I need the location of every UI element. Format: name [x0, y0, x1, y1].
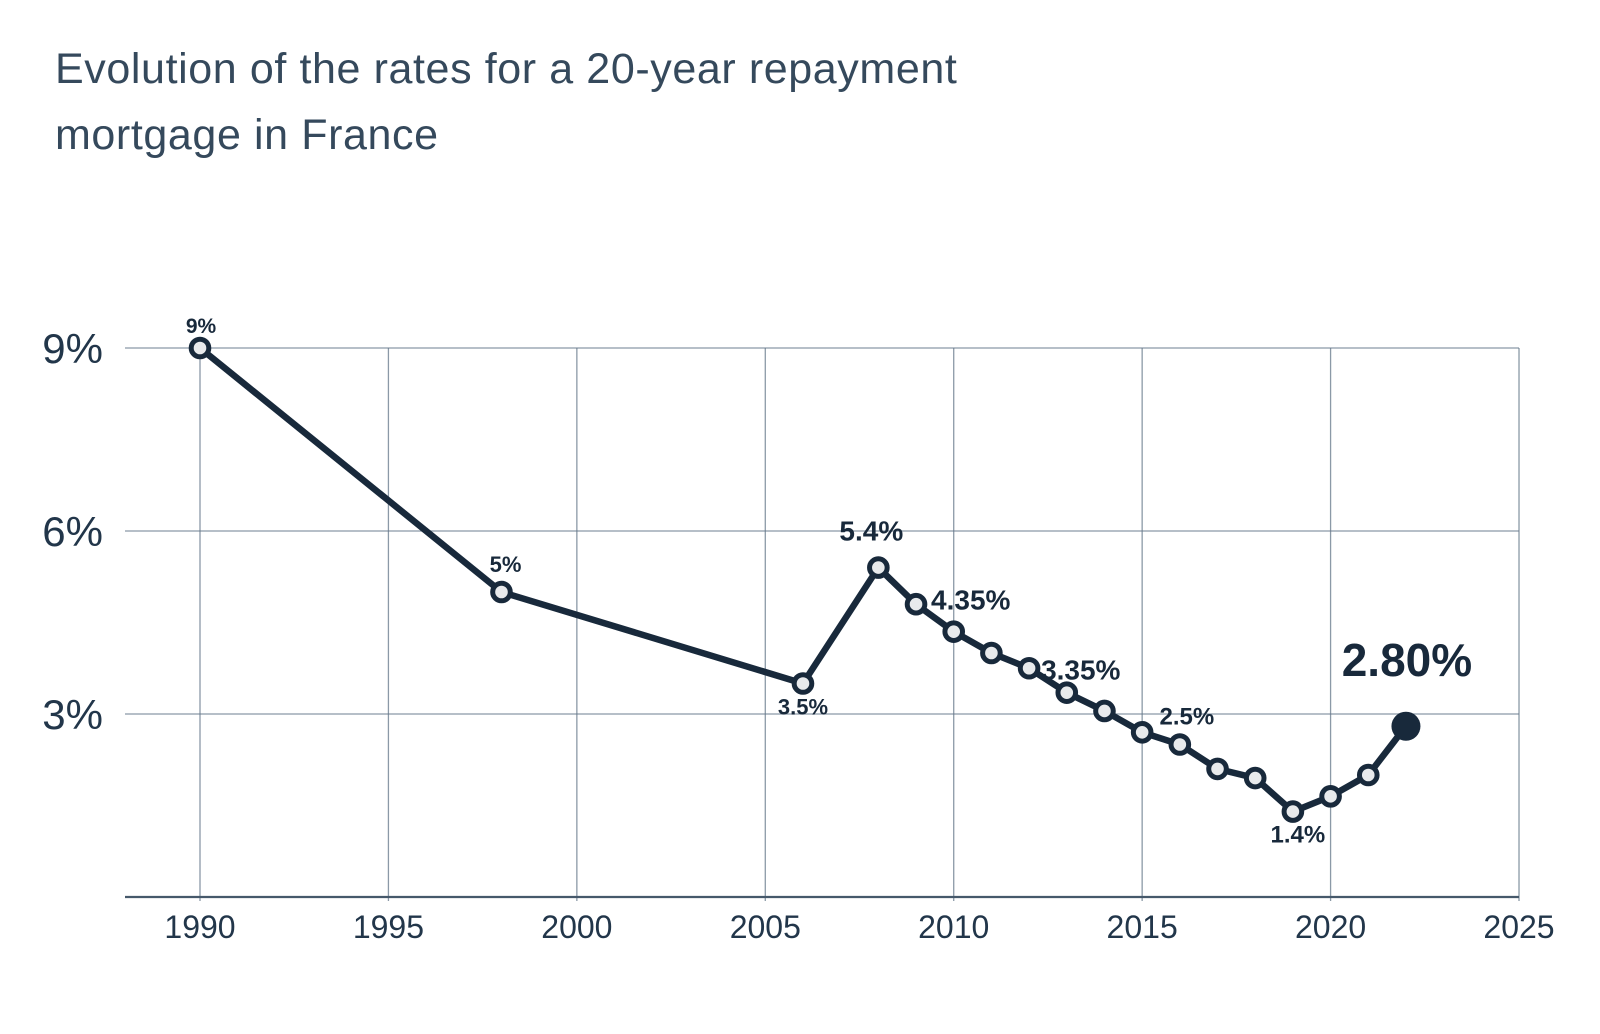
x-axis-tick-label-2025: 2025: [1483, 909, 1554, 945]
chart-title-line-2: mortgage in France: [55, 111, 439, 159]
x-axis-tick-label-2015: 2015: [1107, 909, 1178, 945]
chart-title-line-1: Evolution of the rates for a 20-year rep…: [55, 45, 958, 93]
data-point-2020: [1319, 785, 1342, 808]
data-point-2021: [1356, 763, 1380, 787]
data-point-label-2016: 2.5%: [1159, 704, 1214, 731]
data-point-label-2006: 3.5%: [778, 695, 828, 720]
data-point-2018: [1243, 766, 1267, 790]
data-point-2013: [1055, 681, 1079, 704]
data-point-2008: [867, 556, 890, 579]
data-point-highlight-2022: [1391, 711, 1421, 741]
data-point-2014: [1093, 699, 1116, 723]
data-point-2009: [904, 592, 928, 616]
data-point-label-2013: 3.35%: [1041, 655, 1120, 686]
x-axis-tick-label-2020: 2020: [1295, 909, 1366, 945]
data-point-2006: [791, 672, 815, 695]
data-point-label-2019: 1.4%: [1271, 822, 1326, 849]
data-point-label-1998: 5%: [490, 552, 522, 577]
data-point-label-2008: 5.4%: [839, 516, 903, 547]
data-point-2015: [1130, 721, 1154, 744]
data-point-2017: [1206, 757, 1229, 781]
data-point-label-2010: 4.35%: [931, 585, 1010, 616]
data-point-label-2022: 2.80%: [1342, 634, 1472, 686]
data-point-2010: [942, 620, 966, 643]
x-axis-tick-label-1990: 1990: [164, 909, 235, 945]
x-axis-tick-label-1995: 1995: [353, 909, 424, 945]
x-axis-tick-label-2010: 2010: [918, 909, 989, 945]
chart-title: Evolution of the rates for a 20-year rep…: [55, 36, 957, 168]
x-axis-tick-label-2005: 2005: [730, 909, 801, 945]
rate-series-line: [196, 344, 1410, 815]
y-axis-tick-label-9: 9%: [42, 325, 103, 372]
data-point-label-1990: 9%: [186, 315, 217, 338]
y-axis-tick-label-3: 3%: [42, 691, 103, 738]
data-point-2012: [1017, 656, 1041, 680]
data-point-2019: [1281, 800, 1305, 823]
data-point-2011: [980, 641, 1003, 665]
y-axis-tick-label-6: 6%: [42, 508, 103, 555]
x-axis-tick-label-2000: 2000: [541, 909, 612, 945]
data-point-1990: [188, 336, 212, 360]
data-point-1998: [490, 580, 513, 604]
data-point-2016: [1168, 733, 1192, 756]
